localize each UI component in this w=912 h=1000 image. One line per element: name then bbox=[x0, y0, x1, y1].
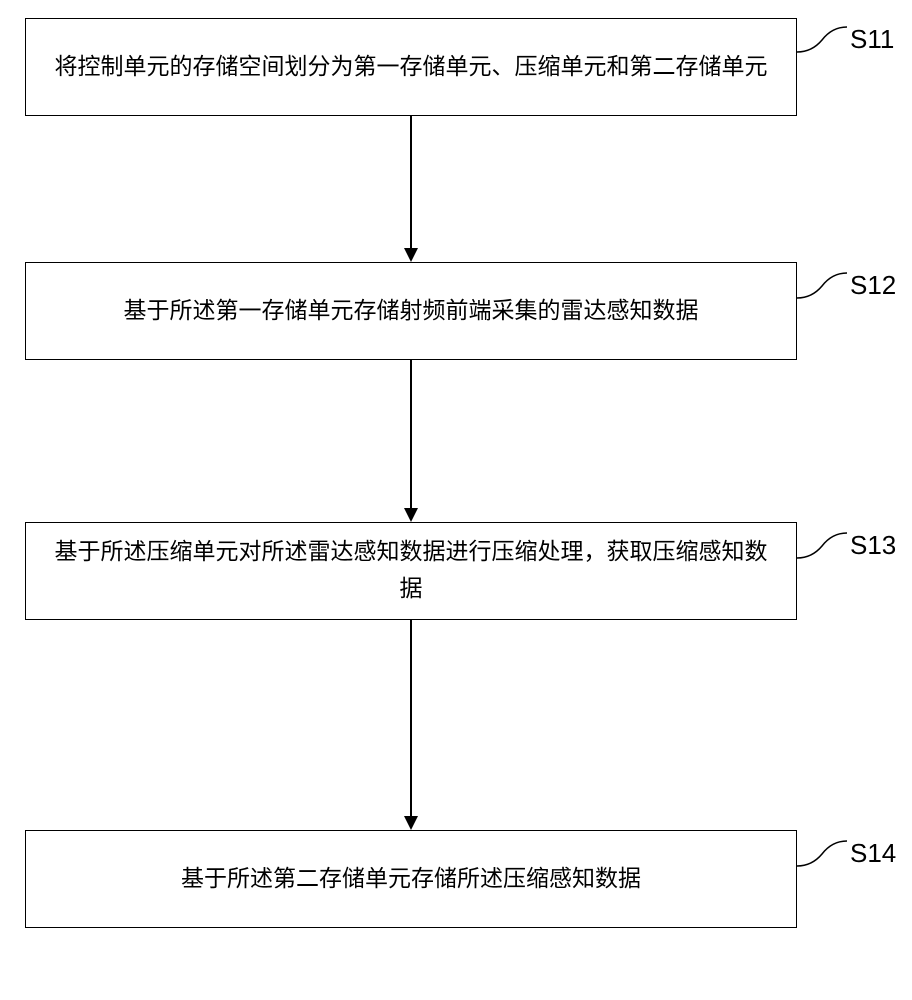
arrow-head-icon bbox=[404, 816, 418, 830]
flow-step-s12: 基于所述第一存储单元存储射频前端采集的雷达感知数据 bbox=[25, 262, 797, 360]
flow-step-text: 基于所述第二存储单元存储所述压缩感知数据 bbox=[181, 861, 641, 898]
step-label-s12: S12 bbox=[850, 270, 896, 301]
flow-step-text: 基于所述第一存储单元存储射频前端采集的雷达感知数据 bbox=[124, 293, 699, 330]
flow-step-s11: 将控制单元的存储空间划分为第一存储单元、压缩单元和第二存储单元 bbox=[25, 18, 797, 116]
arrow-line-icon bbox=[410, 116, 412, 248]
step-label-s14: S14 bbox=[850, 838, 896, 869]
arrow-line-icon bbox=[410, 620, 412, 816]
arrow-head-icon bbox=[404, 508, 418, 522]
connector-curve-icon bbox=[797, 528, 847, 563]
flow-step-text: 基于所述压缩单元对所述雷达感知数据进行压缩处理，获取压缩感知数据 bbox=[46, 534, 776, 608]
connector-curve-icon bbox=[797, 22, 847, 57]
flow-step-text: 将控制单元的存储空间划分为第一存储单元、压缩单元和第二存储单元 bbox=[55, 49, 768, 86]
step-label-s11: S11 bbox=[850, 24, 894, 55]
flow-step-s14: 基于所述第二存储单元存储所述压缩感知数据 bbox=[25, 830, 797, 928]
connector-curve-icon bbox=[797, 836, 847, 871]
connector-curve-icon bbox=[797, 268, 847, 303]
arrow-line-icon bbox=[410, 360, 412, 508]
flow-step-s13: 基于所述压缩单元对所述雷达感知数据进行压缩处理，获取压缩感知数据 bbox=[25, 522, 797, 620]
flowchart-container: 将控制单元的存储空间划分为第一存储单元、压缩单元和第二存储单元 S11 基于所述… bbox=[0, 0, 912, 1000]
step-label-s13: S13 bbox=[850, 530, 896, 561]
arrow-head-icon bbox=[404, 248, 418, 262]
